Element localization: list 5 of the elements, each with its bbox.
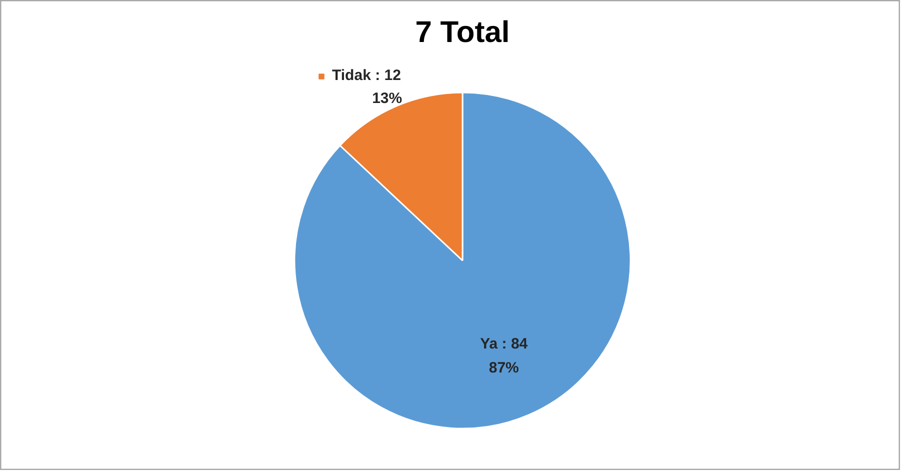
slice-label: Ya : 84: [480, 336, 528, 353]
data-label: 13%: [372, 90, 402, 107]
legend-label: Tidak : 12: [332, 67, 401, 84]
data-label: 87%: [488, 360, 519, 377]
chart-title: 7 Total: [415, 16, 510, 49]
